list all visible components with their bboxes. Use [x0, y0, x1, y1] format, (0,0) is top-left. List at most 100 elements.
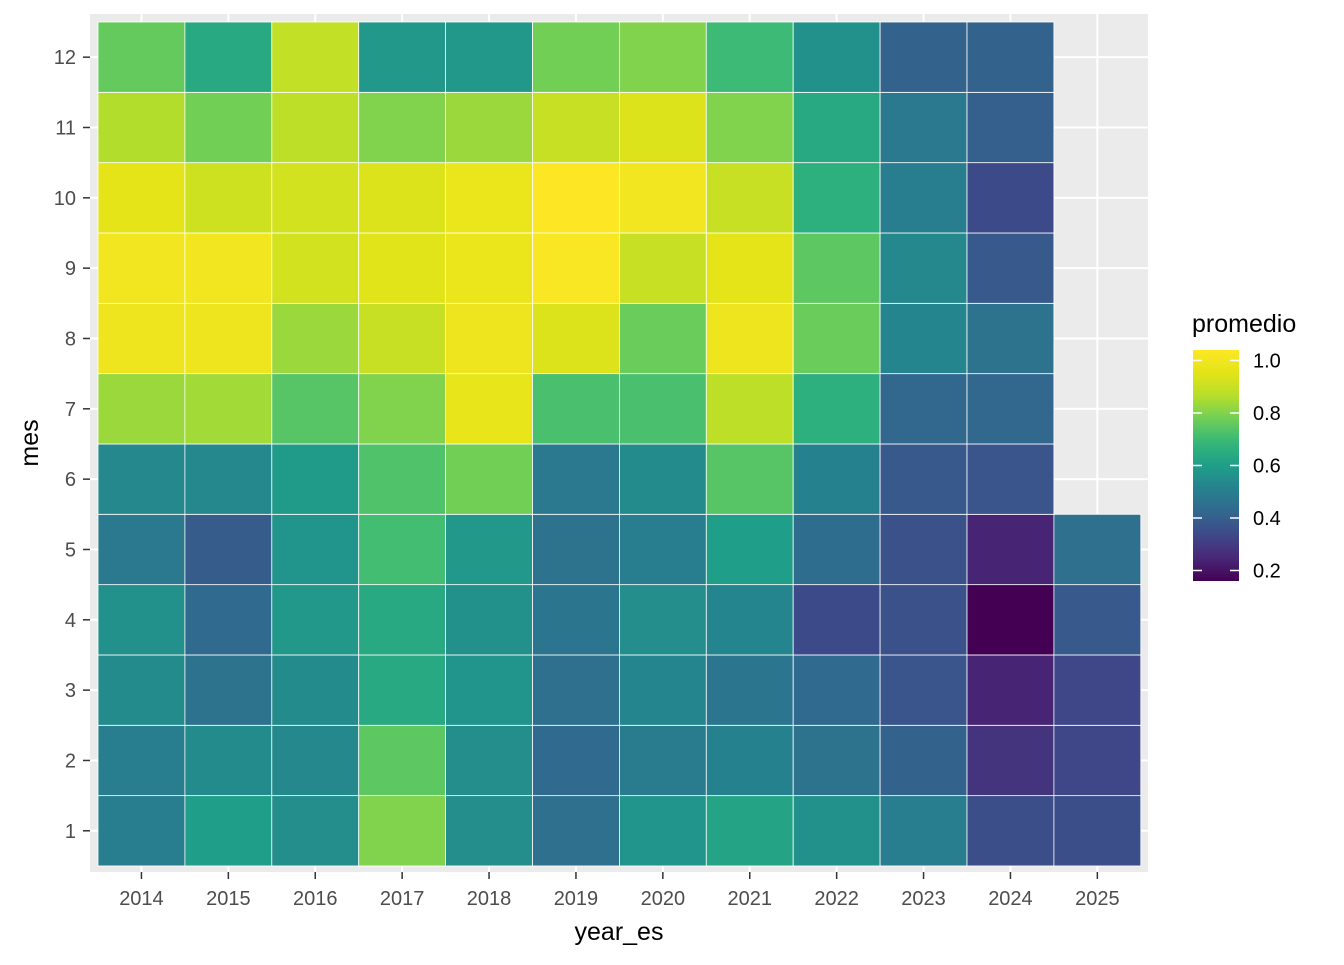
tile-2021-10 — [705, 162, 794, 234]
tile-2014-5 — [97, 513, 186, 586]
tile-2021-1 — [705, 795, 794, 867]
tile-2021-8 — [705, 302, 794, 375]
y-tick-label-11: 11 — [55, 117, 76, 139]
tile-2019-11 — [532, 91, 620, 164]
color-legend: promedio 0.2 0.4 0.6 0.8 1.0 — [1192, 310, 1296, 583]
tile-2015-11 — [184, 91, 273, 164]
tile-2018-5 — [445, 513, 533, 586]
tile-2021-9 — [705, 232, 794, 304]
tile-2024-1 — [966, 795, 1055, 867]
y-tick-label-2: 2 — [65, 750, 76, 772]
tile-2020-10 — [619, 162, 707, 234]
tile-2014-1 — [97, 795, 186, 867]
tile-2015-10 — [184, 162, 273, 234]
tile-2021-2 — [705, 724, 794, 797]
tile-2019-1 — [532, 795, 620, 867]
tile-2022-11 — [792, 91, 881, 164]
tile-2024-9 — [966, 232, 1055, 304]
tile-2017-11 — [358, 91, 447, 164]
tile-2022-8 — [792, 302, 881, 375]
tile-2025-3 — [1053, 654, 1142, 726]
tile-2025-1 — [1053, 795, 1142, 867]
tile-2021-3 — [705, 654, 794, 726]
x-axis-title: year_es — [575, 918, 664, 946]
tile-2016-12 — [271, 21, 360, 93]
tile-2025-2 — [1053, 724, 1142, 797]
tile-2018-1 — [445, 795, 533, 867]
tile-2020-7 — [619, 373, 707, 445]
tile-2019-5 — [532, 513, 620, 586]
tile-2022-9 — [792, 232, 881, 304]
tile-2017-4 — [358, 584, 447, 656]
tile-2023-8 — [879, 302, 968, 375]
x-tick-label-2021: 2021 — [728, 888, 773, 910]
tile-2023-5 — [879, 513, 968, 586]
tile-2014-10 — [97, 162, 186, 234]
x-tick-label-2016: 2016 — [293, 888, 338, 910]
x-axis: 2014 2015 2016 2017 2018 2019 2020 2021 2022 2023… — [119, 872, 1120, 910]
tile-2020-2 — [619, 724, 707, 797]
tile-2022-5 — [792, 513, 881, 586]
tile-2014-6 — [97, 443, 186, 515]
tile-2023-4 — [879, 584, 968, 656]
tile-2014-2 — [97, 724, 186, 797]
y-tick-label-10: 10 — [54, 188, 76, 210]
legend-title: promedio — [1192, 310, 1296, 338]
y-tick-label-5: 5 — [65, 539, 76, 561]
y-tick-label-12: 12 — [54, 47, 76, 69]
tile-2019-6 — [532, 443, 620, 515]
tile-2017-5 — [358, 513, 447, 586]
y-tick-label-1: 1 — [65, 821, 76, 843]
tile-2024-8 — [966, 302, 1055, 375]
tile-2016-5 — [271, 513, 360, 586]
tile-2018-9 — [445, 232, 533, 304]
x-tick-label-2018: 2018 — [467, 888, 512, 910]
tile-2018-3 — [445, 654, 533, 726]
x-tick-label-2024: 2024 — [988, 888, 1033, 910]
tile-2014-8 — [97, 302, 186, 375]
tile-2023-12 — [879, 21, 968, 93]
x-tick-label-2017: 2017 — [380, 888, 425, 910]
legend-label-1.0: 1.0 — [1253, 351, 1281, 373]
tile-2017-7 — [358, 373, 447, 445]
tile-2015-4 — [184, 584, 273, 656]
tile-2021-11 — [705, 91, 794, 164]
x-tick-label-2020: 2020 — [641, 888, 686, 910]
tile-2015-5 — [184, 513, 273, 586]
tile-2019-7 — [532, 373, 620, 445]
tile-2015-1 — [184, 795, 273, 867]
tile-2020-6 — [619, 443, 707, 515]
tile-2016-9 — [271, 232, 360, 304]
legend-label-0.6: 0.6 — [1253, 456, 1281, 478]
tile-2024-5 — [966, 513, 1055, 586]
x-tick-label-2014: 2014 — [119, 888, 164, 910]
tile-2021-5 — [705, 513, 794, 586]
tile-2016-6 — [271, 443, 360, 515]
tile-2023-2 — [879, 724, 968, 797]
tile-2019-12 — [532, 21, 620, 93]
tile-2020-3 — [619, 654, 707, 726]
tile-2017-3 — [358, 654, 447, 726]
tile-2023-11 — [879, 91, 968, 164]
tile-2015-9 — [184, 232, 273, 304]
tile-2018-11 — [445, 91, 533, 164]
legend-label-0.8: 0.8 — [1253, 403, 1281, 425]
tile-2020-5 — [619, 513, 707, 586]
tile-2023-9 — [879, 232, 968, 304]
tile-2018-12 — [445, 21, 533, 93]
y-tick-label-7: 7 — [65, 399, 76, 421]
legend-label-0.4: 0.4 — [1253, 508, 1281, 530]
tile-2017-1 — [358, 795, 447, 867]
tile-2017-6 — [358, 443, 447, 515]
tile-2017-8 — [358, 302, 447, 375]
tile-2024-4 — [966, 584, 1055, 656]
tile-2023-10 — [879, 162, 968, 234]
tile-2020-1 — [619, 795, 707, 867]
tile-2024-7 — [966, 373, 1055, 445]
tile-2017-12 — [358, 21, 447, 93]
tile-2014-9 — [97, 232, 186, 304]
tile-2020-8 — [619, 302, 707, 375]
tile-2023-7 — [879, 373, 968, 445]
tile-2022-3 — [792, 654, 881, 726]
